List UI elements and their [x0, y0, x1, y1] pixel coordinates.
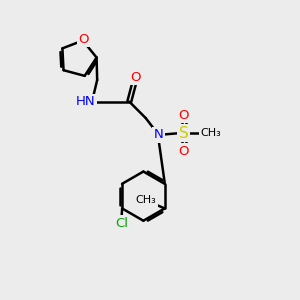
- Text: S: S: [179, 126, 189, 141]
- Text: O: O: [130, 70, 140, 83]
- Text: O: O: [178, 109, 189, 122]
- Text: N: N: [154, 128, 163, 141]
- Text: O: O: [178, 145, 189, 158]
- Text: HN: HN: [76, 95, 96, 108]
- Text: Cl: Cl: [115, 217, 128, 230]
- Text: O: O: [78, 33, 89, 46]
- Text: CH₃: CH₃: [136, 195, 157, 205]
- Text: CH₃: CH₃: [200, 128, 221, 138]
